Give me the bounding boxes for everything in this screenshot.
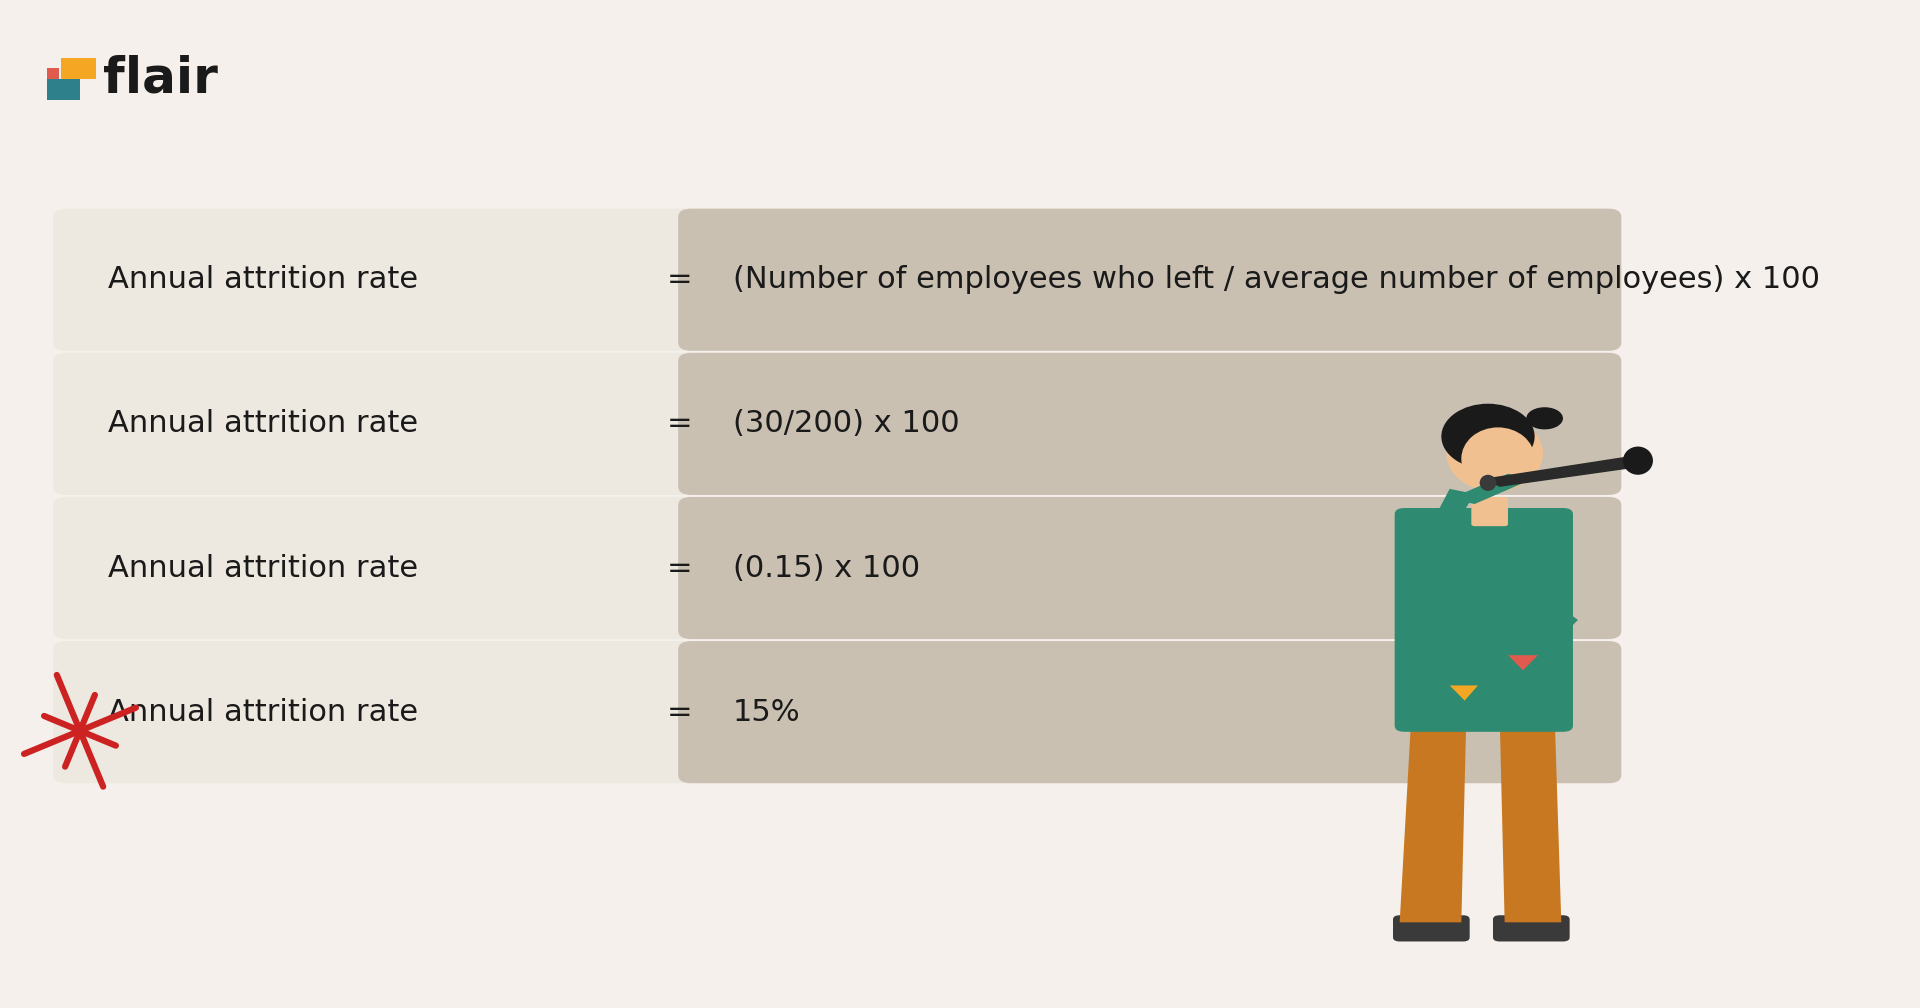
FancyBboxPatch shape: [678, 641, 1620, 783]
Text: =: =: [666, 553, 693, 583]
Ellipse shape: [1622, 447, 1653, 475]
Ellipse shape: [1446, 415, 1544, 491]
FancyBboxPatch shape: [54, 209, 1620, 351]
FancyBboxPatch shape: [678, 497, 1620, 639]
FancyBboxPatch shape: [54, 497, 1620, 639]
Text: Annual attrition rate: Annual attrition rate: [108, 265, 419, 294]
Polygon shape: [1405, 489, 1475, 575]
FancyBboxPatch shape: [678, 353, 1620, 495]
Text: flair: flair: [104, 54, 219, 103]
FancyBboxPatch shape: [54, 641, 1620, 783]
Text: =: =: [666, 698, 693, 727]
Polygon shape: [1482, 456, 1649, 487]
Polygon shape: [1450, 474, 1532, 504]
FancyBboxPatch shape: [61, 57, 96, 79]
FancyBboxPatch shape: [46, 79, 79, 100]
FancyBboxPatch shape: [46, 69, 60, 79]
Text: (30/200) x 100: (30/200) x 100: [733, 409, 960, 438]
Text: (0.15) x 100: (0.15) x 100: [733, 553, 920, 583]
FancyBboxPatch shape: [1394, 508, 1572, 732]
FancyBboxPatch shape: [1394, 915, 1469, 941]
Text: =: =: [666, 265, 693, 294]
Text: Annual attrition rate: Annual attrition rate: [108, 409, 419, 438]
Text: 15%: 15%: [733, 698, 801, 727]
Polygon shape: [1500, 580, 1578, 635]
Polygon shape: [1507, 655, 1538, 670]
Ellipse shape: [1461, 427, 1534, 490]
Ellipse shape: [1442, 404, 1534, 470]
Ellipse shape: [1480, 475, 1496, 491]
FancyBboxPatch shape: [678, 209, 1620, 351]
Text: =: =: [666, 409, 693, 438]
FancyBboxPatch shape: [54, 353, 1620, 495]
Text: Annual attrition rate: Annual attrition rate: [108, 698, 419, 727]
FancyBboxPatch shape: [1471, 497, 1507, 526]
Text: (Number of employees who left / average number of employees) x 100: (Number of employees who left / average …: [733, 265, 1820, 294]
Text: Annual attrition rate: Annual attrition rate: [108, 553, 419, 583]
FancyBboxPatch shape: [1494, 915, 1571, 941]
Polygon shape: [1450, 685, 1478, 701]
Polygon shape: [1400, 716, 1467, 922]
Polygon shape: [1500, 716, 1561, 922]
Ellipse shape: [1526, 407, 1563, 429]
